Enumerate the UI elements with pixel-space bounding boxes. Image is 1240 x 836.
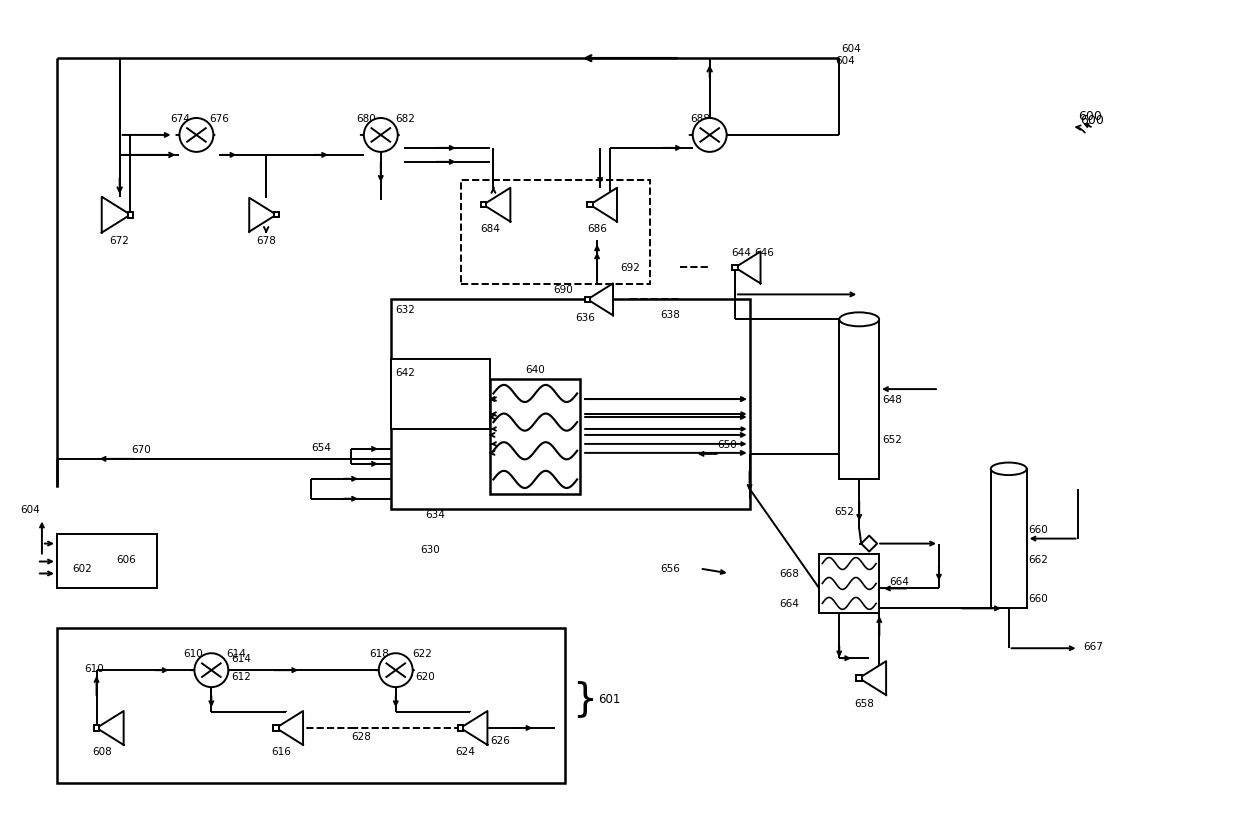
Bar [273, 726, 279, 731]
Text: 618: 618 [368, 649, 388, 659]
Text: }: } [572, 680, 596, 717]
Text: 600: 600 [1080, 115, 1105, 127]
Bar [57, 534, 156, 589]
Text: 648: 648 [882, 395, 901, 405]
Text: 614: 614 [232, 654, 252, 664]
Text: 602: 602 [72, 563, 92, 573]
Bar [820, 554, 879, 614]
Text: 650: 650 [718, 440, 738, 450]
Text: 632: 632 [396, 305, 415, 315]
Text: 664: 664 [780, 599, 800, 609]
Circle shape [378, 654, 413, 687]
Text: 652: 652 [882, 435, 901, 445]
Text: 622: 622 [413, 649, 433, 659]
Text: 614: 614 [227, 649, 247, 659]
Text: 610: 610 [84, 664, 103, 673]
Text: 652: 652 [835, 506, 854, 516]
Text: 630: 630 [420, 544, 440, 554]
Text: 634: 634 [425, 509, 445, 519]
Text: 601: 601 [598, 691, 620, 705]
Text: 640: 640 [526, 364, 546, 375]
Polygon shape [588, 284, 613, 316]
Polygon shape [590, 189, 618, 222]
Text: 682: 682 [394, 114, 414, 124]
Text: 678: 678 [257, 235, 277, 245]
Circle shape [195, 654, 228, 687]
Text: 624: 624 [455, 746, 475, 756]
Text: 616: 616 [272, 746, 291, 756]
Bar [391, 300, 749, 509]
Polygon shape [277, 711, 303, 745]
Ellipse shape [839, 313, 879, 327]
FancyArrowPatch shape [1076, 126, 1085, 134]
Bar [585, 298, 590, 303]
Text: 604: 604 [836, 56, 856, 66]
Text: 644: 644 [732, 247, 751, 257]
Text: 670: 670 [131, 445, 151, 454]
Text: 606: 606 [117, 554, 136, 563]
Text: 672: 672 [109, 235, 129, 245]
Bar [857, 675, 862, 681]
Text: 620: 620 [415, 671, 435, 681]
Text: 646: 646 [755, 247, 775, 257]
Ellipse shape [991, 463, 1027, 476]
Polygon shape [859, 661, 887, 696]
Polygon shape [484, 189, 511, 222]
Text: 604: 604 [20, 504, 40, 514]
Text: 626: 626 [491, 735, 511, 745]
Text: 676: 676 [210, 114, 229, 124]
Bar [839, 320, 879, 479]
Bar [733, 266, 738, 271]
Text: 674: 674 [170, 114, 191, 124]
Bar [491, 380, 580, 494]
Bar [391, 359, 491, 430]
Text: 628: 628 [351, 731, 371, 741]
Text: 658: 658 [854, 698, 874, 708]
Polygon shape [249, 198, 277, 232]
Text: 690: 690 [553, 285, 573, 295]
Polygon shape [102, 197, 130, 233]
Polygon shape [735, 252, 760, 284]
Text: 638: 638 [660, 310, 680, 320]
Bar [991, 469, 1027, 609]
Bar [481, 203, 486, 208]
Bar [274, 212, 279, 218]
Text: 656: 656 [660, 563, 680, 573]
Text: 604: 604 [841, 44, 861, 54]
Text: 667: 667 [1084, 641, 1104, 651]
Text: 660: 660 [1029, 524, 1048, 534]
Text: 610: 610 [184, 649, 203, 659]
Text: 692: 692 [620, 263, 640, 273]
Text: 636: 636 [575, 313, 595, 323]
Bar [94, 726, 99, 731]
Text: 608: 608 [92, 746, 112, 756]
Text: 686: 686 [587, 223, 608, 233]
Circle shape [363, 119, 398, 153]
Polygon shape [862, 536, 877, 552]
Bar [57, 629, 565, 782]
Text: 642: 642 [396, 368, 415, 378]
Text: 612: 612 [232, 671, 252, 681]
Text: 662: 662 [1029, 554, 1049, 563]
Circle shape [180, 119, 213, 153]
Text: 664: 664 [889, 577, 909, 587]
Polygon shape [97, 711, 124, 745]
Polygon shape [460, 711, 487, 745]
Bar [460, 181, 650, 285]
Text: 688: 688 [689, 114, 709, 124]
Text: 600: 600 [1079, 110, 1102, 122]
Text: 654: 654 [311, 442, 331, 452]
Text: 680: 680 [356, 114, 376, 124]
Text: 684: 684 [480, 223, 500, 233]
Circle shape [693, 119, 727, 153]
Bar [458, 726, 463, 731]
Bar [588, 203, 593, 208]
Bar [128, 212, 134, 218]
Text: 660: 660 [1029, 594, 1048, 604]
Text: 668: 668 [780, 568, 800, 579]
